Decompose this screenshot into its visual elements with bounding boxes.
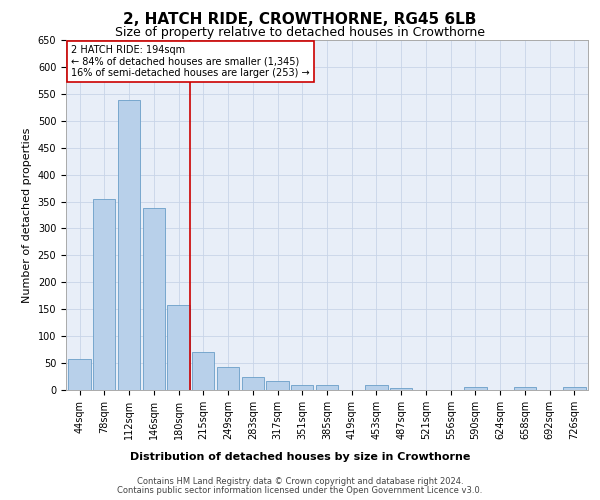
Bar (365, 384, 388, 390)
Bar (118, 100, 140, 390)
Bar (192, 352, 214, 390)
Text: Size of property relative to detached houses in Crowthorne: Size of property relative to detached ho… (115, 26, 485, 39)
Bar (514, 388, 536, 390)
Bar (143, 208, 165, 390)
Text: Distribution of detached houses by size in Crowthorne: Distribution of detached houses by size … (130, 452, 470, 462)
Text: 2, HATCH RIDE, CROWTHORNE, RG45 6LB: 2, HATCH RIDE, CROWTHORNE, RG45 6LB (124, 12, 476, 28)
Bar (217, 368, 239, 390)
Bar (266, 382, 289, 390)
Bar (390, 388, 412, 390)
Bar (316, 384, 338, 390)
Bar (68, 359, 91, 390)
Bar (242, 376, 264, 390)
Text: 2 HATCH RIDE: 194sqm
← 84% of detached houses are smaller (1,345)
16% of semi-de: 2 HATCH RIDE: 194sqm ← 84% of detached h… (71, 46, 310, 78)
Y-axis label: Number of detached properties: Number of detached properties (22, 128, 32, 302)
Text: Contains public sector information licensed under the Open Government Licence v3: Contains public sector information licen… (118, 486, 482, 495)
Bar (167, 306, 190, 390)
Text: Contains HM Land Registry data © Crown copyright and database right 2024.: Contains HM Land Registry data © Crown c… (137, 477, 463, 486)
Bar (93, 199, 115, 390)
Bar (291, 384, 313, 390)
Bar (563, 388, 586, 390)
Bar (464, 388, 487, 390)
